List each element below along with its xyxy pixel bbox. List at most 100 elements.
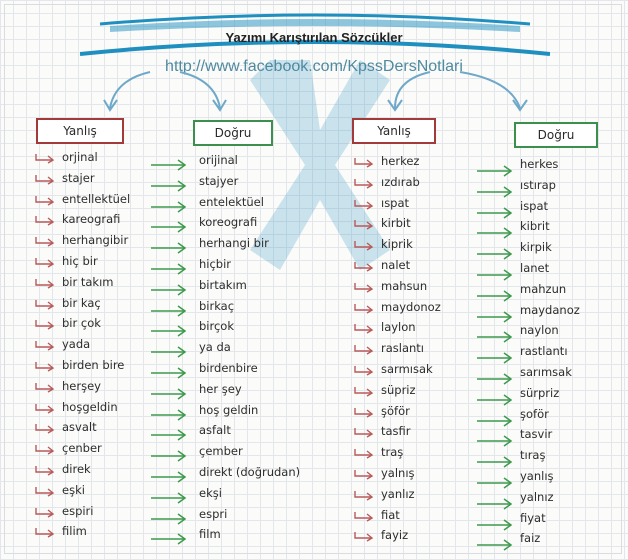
green-arrow-icon bbox=[476, 536, 514, 552]
wrong-word-text: mahsun bbox=[381, 278, 428, 293]
green-arrow-icon bbox=[150, 447, 188, 462]
wrong-word-text: sarmısak bbox=[381, 362, 433, 376]
wrong-word-text: maydonoz bbox=[381, 299, 441, 314]
wrong-word-item: hiç bir bbox=[35, 254, 98, 268]
header-wrong-right: Yanlış bbox=[352, 118, 436, 144]
hook-arrow-icon bbox=[353, 343, 375, 355]
correct-word-item: şoför bbox=[520, 407, 549, 421]
wrong-word-text: bir kaç bbox=[62, 295, 101, 310]
green-arrow-icon bbox=[476, 308, 514, 323]
correct-word-item: kirpik bbox=[520, 240, 552, 254]
wrong-word-item: nalet bbox=[354, 258, 411, 272]
green-arrow-icon bbox=[476, 245, 514, 260]
correct-word-text: naylon bbox=[520, 323, 559, 338]
correct-word-text: her şey bbox=[199, 381, 242, 396]
wrong-word-item: kirbit bbox=[354, 216, 411, 231]
wrong-word-item: yada bbox=[35, 337, 91, 352]
hook-arrow-icon bbox=[34, 318, 56, 330]
hook-arrow-icon bbox=[353, 385, 375, 397]
hook-arrow-icon bbox=[34, 485, 56, 497]
correct-word-text: ekşi bbox=[199, 485, 222, 500]
connector-arrows bbox=[103, 71, 528, 112]
wrong-word-item: filim bbox=[35, 524, 87, 538]
wrong-word-text: yada bbox=[62, 337, 91, 352]
correct-word-text: ya da bbox=[199, 340, 231, 355]
green-arrow-icon bbox=[150, 260, 188, 275]
correct-word-item: ispat bbox=[520, 199, 548, 213]
hook-arrow-icon bbox=[34, 298, 56, 310]
correct-word-text: lanet bbox=[520, 261, 550, 275]
correct-word-item: fiyat bbox=[520, 511, 546, 525]
wrong-word-text: bir takım bbox=[62, 274, 114, 289]
hook-arrow-icon bbox=[353, 447, 375, 459]
correct-word-text: kibrit bbox=[520, 219, 550, 234]
wrong-word-text: herşey bbox=[62, 378, 101, 393]
wrong-word-text: eşki bbox=[62, 482, 85, 497]
correct-word-text: birtakım bbox=[199, 277, 247, 292]
header-right-right: Doğru bbox=[514, 122, 598, 148]
hook-arrow-icon bbox=[34, 339, 56, 351]
hook-arrow-icon bbox=[353, 364, 375, 376]
hook-arrow-icon bbox=[34, 152, 56, 164]
correct-word-item: asfalt bbox=[199, 423, 231, 437]
correct-word-item: hiçbir bbox=[199, 257, 231, 271]
correct-word-text: maydanoz bbox=[520, 302, 580, 317]
wrong-word-text: espiri bbox=[62, 503, 94, 518]
correct-word-text: entelektüel bbox=[199, 194, 264, 209]
wrong-word-text: bir çok bbox=[62, 316, 101, 331]
source-url[interactable]: http://www.facebook.com/KpssDersNotlari bbox=[165, 58, 463, 75]
correct-word-text: stajyer bbox=[199, 173, 239, 188]
wrong-word-text: hoşgeldin bbox=[62, 399, 118, 414]
wrong-word-text: çenber bbox=[62, 441, 102, 456]
correct-word-item: faiz bbox=[520, 531, 540, 545]
hook-arrow-icon bbox=[353, 218, 375, 230]
hook-arrow-icon bbox=[353, 156, 375, 168]
correct-word-text: koreografi bbox=[199, 215, 258, 230]
wrong-word-item: herşey bbox=[35, 378, 101, 393]
green-arrow-icon bbox=[150, 489, 188, 504]
green-arrow-icon bbox=[476, 391, 514, 406]
correct-word-text: film bbox=[199, 527, 221, 542]
wrong-word-text: nalet bbox=[381, 258, 411, 272]
correct-word-item: sarımsak bbox=[520, 365, 572, 379]
correct-word-text: birkaç bbox=[199, 298, 235, 313]
wrong-word-item: bir çok bbox=[35, 316, 101, 331]
hook-arrow-icon bbox=[353, 281, 375, 293]
wrong-word-text: birden bire bbox=[62, 358, 125, 372]
correct-word-item: koreografi bbox=[199, 215, 257, 229]
correct-word-text: herhangi bir bbox=[199, 236, 269, 251]
hook-arrow-icon bbox=[353, 177, 375, 189]
hook-arrow-icon bbox=[353, 468, 375, 480]
correct-word-text: hoş geldin bbox=[199, 402, 259, 417]
wrong-word-text: tasfir bbox=[381, 424, 411, 439]
correct-word-item: tasvir bbox=[520, 427, 552, 441]
green-arrow-icon bbox=[476, 266, 514, 281]
wrong-word-text: şöför bbox=[381, 403, 410, 418]
green-arrow-icon bbox=[476, 328, 514, 344]
wrong-word-item: ızdırab bbox=[354, 175, 420, 189]
hook-arrow-icon bbox=[34, 194, 56, 206]
hook-arrow-icon bbox=[34, 214, 56, 226]
correct-word-text: mahzun bbox=[520, 281, 567, 296]
wrong-word-text: herkez bbox=[381, 154, 420, 168]
correct-word-item: naylon bbox=[520, 323, 559, 337]
green-arrow-icon bbox=[476, 162, 514, 177]
green-arrow-icon bbox=[476, 204, 514, 219]
wrong-word-item: birden bire bbox=[35, 358, 125, 372]
correct-word-text: orijinal bbox=[199, 153, 238, 167]
wrong-word-text: yalnış bbox=[381, 466, 415, 480]
wrong-word-text: asvalt bbox=[62, 420, 97, 435]
wrong-word-text: kirbit bbox=[381, 216, 411, 231]
header-wrong-right-label: Yanlış bbox=[377, 124, 411, 138]
wrong-word-item: bir takım bbox=[35, 274, 114, 289]
header-wrong-left-label: Yanlış bbox=[63, 124, 97, 138]
wrong-word-item: laylon bbox=[354, 320, 416, 334]
hook-arrow-icon bbox=[353, 239, 375, 251]
wrong-word-item: eşki bbox=[35, 482, 85, 497]
wrong-word-item: bir kaç bbox=[35, 295, 101, 310]
wrong-word-item: orjinal bbox=[35, 150, 98, 164]
correct-word-item: entelektüel bbox=[199, 195, 264, 209]
wrong-word-item: şöför bbox=[354, 403, 410, 418]
correct-word-text: ıstırap bbox=[520, 177, 556, 192]
green-arrow-icon bbox=[476, 287, 514, 302]
